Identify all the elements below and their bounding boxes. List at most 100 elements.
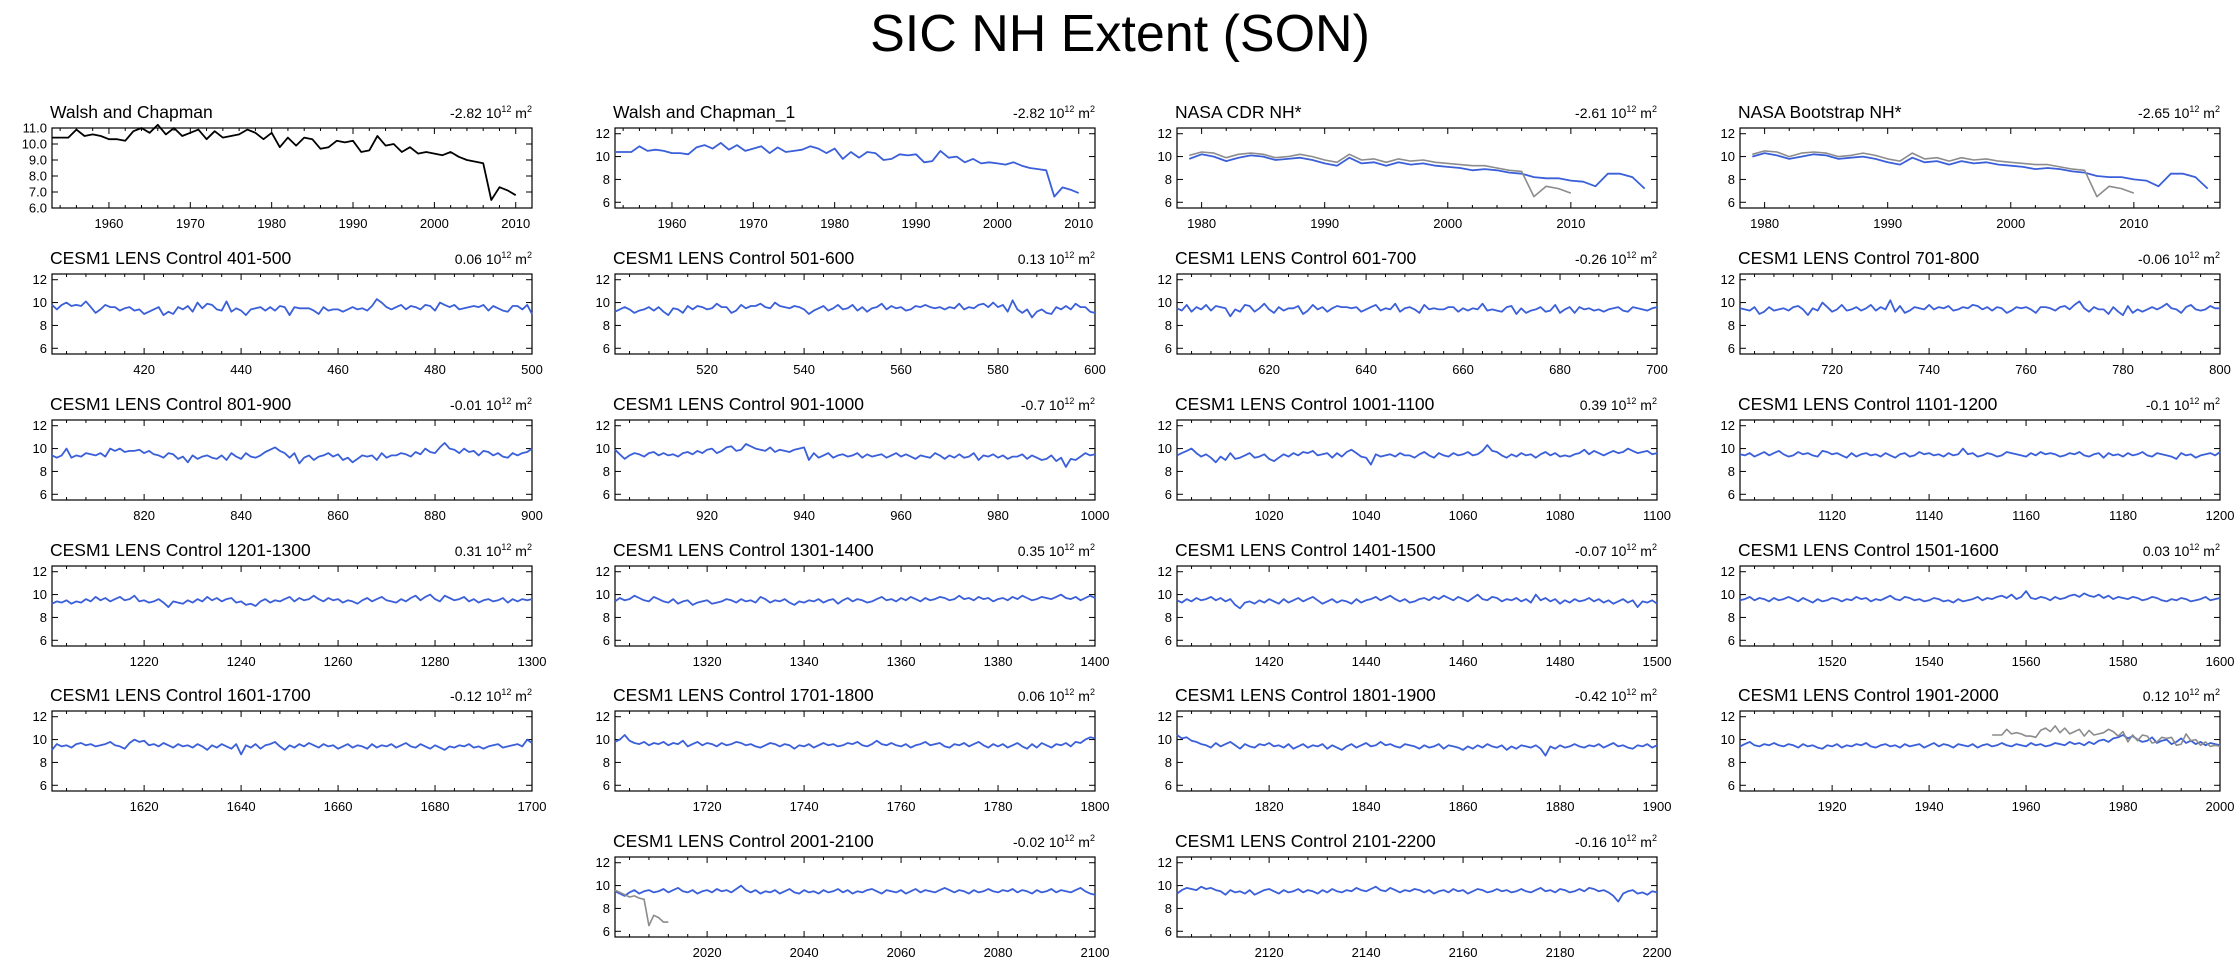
x-tick-label: 1860 (1449, 799, 1478, 814)
x-tick-label: 2000 (1996, 216, 2025, 231)
y-tick-label: 8 (603, 755, 610, 770)
x-tick-label: 2120 (1255, 945, 1284, 960)
panel-19: CESM1 LENS Control 1801-1900 -0.42 1012 m… (1158, 685, 1672, 814)
series-line (614, 884, 1096, 897)
y-tick-label: 8 (603, 172, 610, 187)
y-tick-label: 6 (1165, 633, 1172, 648)
plot-frame (614, 565, 1096, 647)
y-tick-label: 8 (1165, 318, 1172, 333)
x-tick-label: 1500 (1643, 654, 1672, 669)
x-tick-label: 900 (521, 508, 543, 523)
y-tick-label: 6 (603, 924, 610, 939)
y-tick-label: 12 (1158, 855, 1172, 870)
series-line (51, 593, 533, 608)
x-tick-label: 740 (1918, 362, 1940, 377)
x-tick-label: 2010 (1064, 216, 1093, 231)
plot-frame (1176, 565, 1658, 647)
x-tick-label: 1940 (1915, 799, 1944, 814)
figure-title: SIC NH Extent (SON) (870, 5, 1370, 63)
y-tick-label: 12 (1158, 272, 1172, 287)
y-tick-label: 10 (1721, 149, 1735, 164)
y-tick-label: 10 (1721, 732, 1735, 747)
panel-title: CESM1 LENS Control 1401-1500 (1175, 540, 1436, 560)
panel-trend: 0.35 1012 m2 (1018, 542, 1095, 559)
x-tick-label: 500 (521, 362, 543, 377)
x-tick-label: 1280 (421, 654, 450, 669)
y-tick-label: 10 (596, 295, 610, 310)
y-tick-label: 6 (1728, 487, 1735, 502)
y-tick-label: 10 (1721, 587, 1735, 602)
y-tick-label: 12 (1721, 709, 1735, 724)
overlay-series-line (1992, 725, 2221, 748)
panel-trend: 0.13 1012 m2 (1018, 250, 1095, 267)
y-tick-label: 8 (603, 901, 610, 916)
x-tick-label: 560 (890, 362, 912, 377)
y-tick-label: 12 (33, 564, 47, 579)
y-tick-label: 6 (1728, 195, 1735, 210)
plot-frame (51, 710, 533, 792)
series-line (614, 734, 1096, 750)
y-tick-label: 10 (1158, 878, 1172, 893)
x-tick-label: 1680 (421, 799, 450, 814)
series-line (615, 141, 1080, 198)
panel-title: CESM1 LENS Control 601-700 (1175, 248, 1416, 268)
y-tick-label: 10 (33, 587, 47, 602)
x-tick-label: 1140 (1915, 508, 1943, 523)
y-tick-label: 10 (1158, 587, 1172, 602)
x-tick-label: 1600 (2206, 654, 2235, 669)
x-tick-label: 1740 (790, 799, 819, 814)
y-tick-label: 12 (596, 855, 610, 870)
x-tick-label: 1990 (1310, 216, 1339, 231)
panel-2: Walsh and Chapman_1 -2.82 1012 m2 6 8 10 12 19… (596, 102, 1096, 231)
series-line (614, 443, 1096, 468)
plot-frame (614, 273, 1096, 355)
y-tick-label: 12 (596, 564, 610, 579)
y-tick-label: 6 (1728, 633, 1735, 648)
x-tick-label: 1300 (518, 654, 547, 669)
x-tick-label: 1520 (1818, 654, 1847, 669)
x-tick-label: 2200 (1643, 945, 1672, 960)
panel-title: CESM1 LENS Control 1201-1300 (50, 540, 311, 560)
y-tick-label: 6 (1728, 341, 1735, 356)
plot-frame (1176, 273, 1658, 355)
panel-18: CESM1 LENS Control 1701-1800 0.06 1012 m2… (596, 685, 1110, 814)
y-tick-label: 10 (1158, 441, 1172, 456)
series-line (1752, 152, 2209, 190)
x-tick-label: 1980 (1750, 216, 1779, 231)
y-tick-label: 12 (1158, 418, 1172, 433)
x-tick-label: 860 (327, 508, 349, 523)
y-tick-label: 8 (1728, 755, 1735, 770)
panel-title: NASA Bootstrap NH* (1738, 102, 1902, 122)
y-tick-label: 6 (1165, 341, 1172, 356)
x-tick-label: 1980 (2109, 799, 2138, 814)
x-tick-label: 600 (1084, 362, 1106, 377)
panel-title: CESM1 LENS Control 1901-2000 (1738, 685, 1999, 705)
x-tick-label: 1780 (984, 799, 1013, 814)
x-tick-label: 1960 (657, 216, 686, 231)
x-tick-label: 1560 (2012, 654, 2041, 669)
y-tick-label: 6 (1165, 195, 1172, 210)
y-tick-label: 12 (596, 272, 610, 287)
x-tick-label: 680 (1549, 362, 1571, 377)
x-tick-label: 920 (696, 508, 718, 523)
x-tick-label: 1080 (1546, 508, 1575, 523)
panel-title: CESM1 LENS Control 401-500 (50, 248, 291, 268)
x-tick-label: 1990 (902, 216, 931, 231)
y-tick-label: 12 (33, 709, 47, 724)
series-line (51, 738, 533, 756)
y-tick-label: 12 (1721, 126, 1735, 141)
x-tick-label: 1380 (984, 654, 1013, 669)
x-tick-label: 1990 (339, 216, 368, 231)
panel-trend: 0.12 1012 m2 (2143, 687, 2220, 704)
series-line (51, 298, 533, 317)
panel-title: CESM1 LENS Control 501-600 (613, 248, 854, 268)
panel-trend: 0.39 1012 m2 (1580, 396, 1657, 413)
panel-15: CESM1 LENS Control 1401-1500 -0.07 1012 m… (1158, 540, 1672, 669)
x-tick-label: 940 (793, 508, 815, 523)
y-tick-label: 10 (1721, 295, 1735, 310)
y-tick-label: 10 (596, 878, 610, 893)
panel-5: CESM1 LENS Control 401-500 0.06 1012 m2 6 8… (33, 248, 543, 377)
x-tick-label: 2080 (984, 945, 1013, 960)
panel-title: CESM1 LENS Control 1501-1600 (1738, 540, 1999, 560)
